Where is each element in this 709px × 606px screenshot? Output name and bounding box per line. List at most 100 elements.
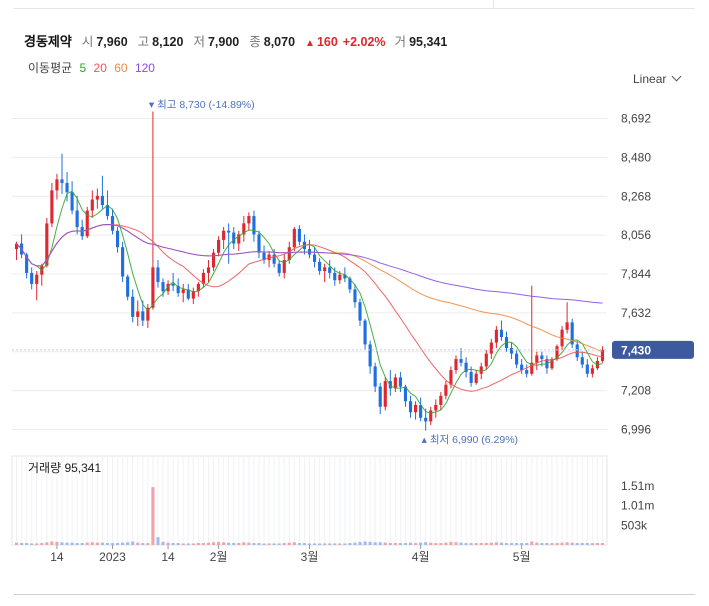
- tab-divider: [493, 0, 494, 8]
- volume-bar: [585, 543, 589, 545]
- volume-bar: [348, 543, 352, 545]
- volume-bar: [252, 543, 256, 545]
- candle-body: [14, 243, 19, 250]
- candle-body: [348, 278, 352, 290]
- candle-body: [424, 417, 428, 422]
- candle-body: [110, 216, 115, 231]
- volume-bar: [424, 542, 428, 545]
- ma-60[interactable]: 60: [114, 61, 128, 75]
- volume-bar: [338, 543, 342, 545]
- volume-bar: [262, 543, 266, 545]
- volume-bar: [171, 543, 175, 545]
- volume-bar: [191, 543, 195, 545]
- candle-body: [494, 329, 498, 343]
- candle-body: [434, 404, 438, 411]
- moving-average-label: 이동평균: [28, 61, 73, 75]
- volume-bar: [277, 543, 281, 545]
- candle-body: [196, 283, 200, 292]
- candle-body: [525, 370, 529, 374]
- candle-body: [454, 359, 458, 371]
- top-divider: [14, 8, 695, 9]
- candle-body: [237, 234, 241, 244]
- candle-body: [363, 320, 367, 345]
- candle-body: [368, 344, 372, 367]
- candle-body: [590, 368, 594, 374]
- ma-120[interactable]: 120: [134, 61, 155, 75]
- volume-bar: [65, 542, 69, 545]
- volume-bar: [429, 542, 433, 545]
- candle-body: [75, 210, 79, 228]
- volume-bar: [161, 541, 165, 545]
- volume-bar: [227, 542, 231, 545]
- candle-body: [530, 362, 534, 374]
- volume-bar: [20, 543, 24, 545]
- x-tick-label: 14: [50, 550, 64, 564]
- candle-body: [267, 254, 271, 261]
- candle-body: [474, 373, 478, 383]
- low-value: 7,900: [207, 35, 240, 49]
- candle-body: [520, 364, 524, 371]
- volume-bar: [454, 542, 458, 545]
- candle-body: [55, 179, 59, 191]
- candle-body: [419, 404, 423, 418]
- volume-bar: [25, 543, 29, 545]
- volume-bar: [323, 543, 327, 545]
- price-tick-label: 7,208: [621, 384, 651, 398]
- candle-body: [65, 183, 69, 193]
- candle-body: [429, 410, 433, 422]
- candle-body: [222, 230, 226, 240]
- volume-bar: [333, 543, 337, 545]
- candle-body: [565, 322, 569, 330]
- volume-bar: [156, 537, 160, 545]
- volume-bar: [378, 542, 382, 545]
- volume-bar: [489, 542, 493, 545]
- open-value: 7,960: [96, 35, 128, 49]
- volume-tick-label: 1.01m: [621, 499, 654, 513]
- volume-bar: [353, 542, 357, 545]
- ma-5[interactable]: 5: [79, 61, 87, 75]
- candle-body: [247, 216, 251, 224]
- candle-body: [479, 366, 483, 374]
- volume-bar: [292, 542, 296, 545]
- volume-bar: [211, 542, 216, 545]
- volume-bar: [368, 541, 372, 545]
- volume-bar: [525, 543, 529, 545]
- candle-body: [338, 274, 342, 281]
- volume-bar: [60, 542, 64, 545]
- candle-body: [211, 252, 216, 268]
- candle-body: [146, 307, 150, 321]
- candle-body: [151, 267, 155, 308]
- volume-bar: [131, 541, 135, 545]
- low-label: 저: [193, 35, 205, 49]
- candle-body: [408, 401, 413, 413]
- x-tick-label: 14: [161, 550, 175, 564]
- volume-tick-label: 1.51m: [621, 479, 654, 493]
- x-tick-label: 3월: [301, 550, 319, 564]
- volume-bar: [414, 543, 418, 545]
- volume-bar: [257, 543, 261, 545]
- volume-title: 거래량 95,341: [28, 461, 101, 475]
- candle-body: [515, 353, 519, 365]
- price-tick-label: 7,844: [621, 267, 651, 281]
- candle-body: [201, 272, 205, 284]
- volume-value: 95,341: [409, 35, 448, 49]
- volume-bar: [115, 543, 120, 545]
- scale-selector[interactable]: Linear: [633, 71, 682, 86]
- volume-bar: [464, 543, 468, 545]
- candle-body: [272, 254, 276, 264]
- volume-bar: [232, 543, 236, 545]
- candle-body: [585, 364, 589, 374]
- candle-body: [282, 260, 286, 273]
- volume-bar: [535, 542, 539, 545]
- candle-body: [85, 210, 89, 237]
- change-percent: +2.02%: [342, 35, 386, 49]
- candle-body: [449, 370, 453, 385]
- candle-body: [535, 355, 539, 363]
- candle-body: [206, 267, 211, 273]
- candle-body: [393, 377, 397, 389]
- ma-20[interactable]: 20: [93, 61, 107, 75]
- volume-bar: [90, 542, 94, 545]
- candle-body: [358, 302, 362, 321]
- candle-body: [343, 274, 347, 279]
